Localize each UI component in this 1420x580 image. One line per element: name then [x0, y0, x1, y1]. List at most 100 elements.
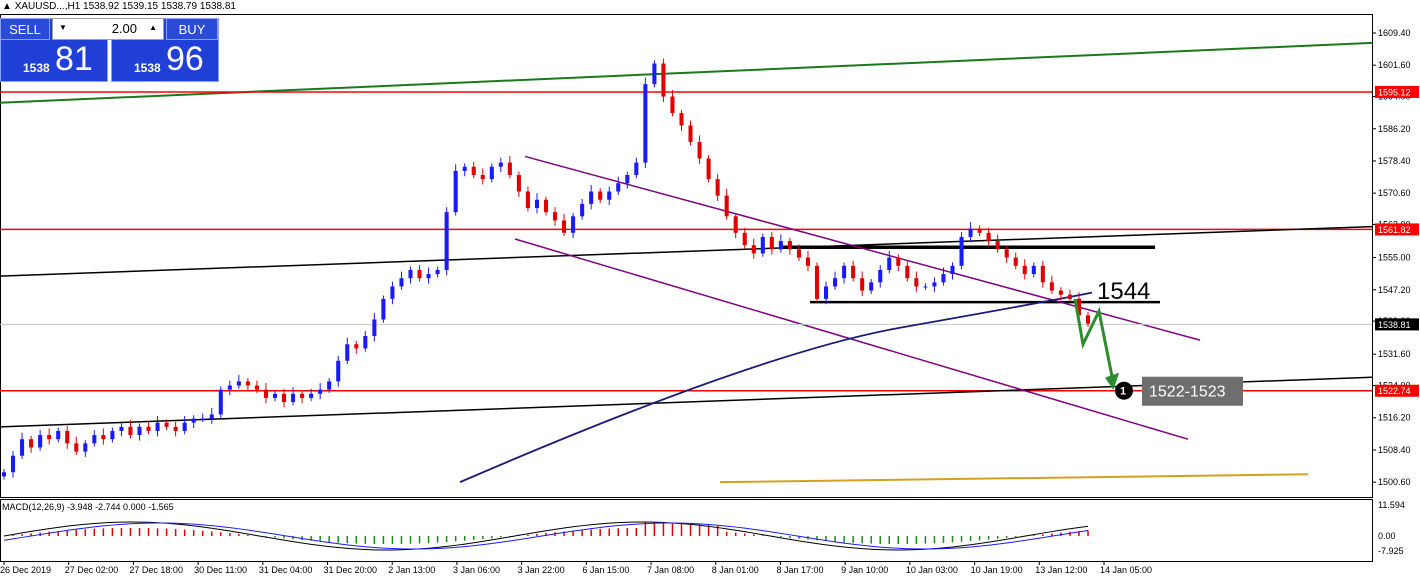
x-tick-label: 13 Jan 12:00	[1035, 565, 1087, 575]
sell-price-big: 81	[55, 40, 93, 78]
candle-body	[83, 443, 88, 452]
candle-body	[381, 298, 386, 320]
candle-body	[209, 414, 214, 419]
x-tick-label: 6 Jan 15:00	[582, 565, 629, 575]
candle-body	[480, 175, 485, 180]
y-tick-label: 1578.40	[1378, 156, 1411, 166]
gold-ma-line[interactable]	[719, 473, 1309, 484]
candle-body	[11, 455, 16, 473]
candle-body	[543, 199, 549, 213]
candle-body	[824, 286, 829, 299]
candle-body	[851, 265, 856, 279]
candle-body	[652, 63, 657, 85]
buy-button[interactable]: BUY	[166, 18, 218, 40]
black-trendline-upper[interactable]	[0, 225, 1373, 277]
price-label-box	[1375, 318, 1419, 331]
price-label-box	[1375, 85, 1419, 98]
y-tick-label: 1570.60	[1378, 188, 1411, 198]
candle-body	[661, 63, 666, 97]
candle-body	[977, 228, 982, 233]
candle-body	[814, 265, 820, 299]
price-label-box	[1375, 384, 1419, 397]
candle-body	[941, 274, 946, 283]
y-tick-label: 1609.40	[1378, 28, 1411, 38]
candle-body	[742, 232, 747, 246]
target-label: 1522-1523	[1149, 384, 1226, 401]
target-marker-icon	[1115, 381, 1133, 400]
buy-price-small: 1538	[134, 61, 161, 75]
candle-body	[1031, 265, 1036, 275]
candle-body	[29, 439, 34, 448]
candle-body	[589, 191, 594, 204]
macd-signal-line	[3, 522, 1089, 550]
candle-body	[842, 265, 847, 279]
moving-average-curve[interactable]	[459, 291, 1093, 483]
x-tick-label: 10 Jan 19:00	[971, 565, 1023, 575]
candle-body	[65, 430, 70, 444]
candle-body	[444, 212, 449, 270]
candle-body	[986, 232, 991, 242]
candle-body	[119, 426, 124, 431]
candle-body	[327, 381, 332, 390]
candle-body	[688, 125, 693, 142]
candle-body	[968, 228, 973, 237]
candle-body	[462, 166, 467, 171]
chevron-down-icon[interactable]: ▼	[59, 23, 67, 32]
candle-body	[345, 344, 350, 361]
candle-body	[164, 422, 169, 427]
candle-body	[697, 141, 702, 159]
candle-body	[92, 435, 97, 444]
candle-body	[787, 241, 792, 250]
candle-body	[625, 175, 630, 184]
candle-body	[218, 389, 223, 415]
macd-tick-label: 0.00	[1378, 531, 1396, 541]
candle-body	[833, 278, 838, 287]
candle-body	[1013, 257, 1018, 266]
candle-body	[724, 195, 729, 217]
candle-body	[471, 166, 476, 175]
x-tick-label: 31 Dec 20:00	[324, 565, 378, 575]
green-forecast-arrow	[1073, 298, 1115, 382]
green-trendline[interactable]	[0, 41, 1373, 104]
candle-body	[263, 389, 268, 398]
candle-body	[598, 191, 603, 200]
candle-body	[1, 472, 7, 477]
candle-body	[1004, 249, 1009, 258]
candle-body	[1058, 290, 1063, 295]
x-tick-label: 27 Dec 02:00	[65, 565, 119, 575]
y-tick-label: 1601.60	[1378, 60, 1411, 70]
candle-body	[760, 236, 765, 254]
candle-body	[56, 430, 61, 440]
candle-body	[173, 426, 178, 431]
candle-body	[47, 435, 52, 440]
purple-channel-upper[interactable]	[524, 155, 1201, 341]
candle-body	[399, 278, 404, 287]
candle-body	[860, 278, 865, 291]
chevron-up-icon[interactable]: ▲	[149, 23, 157, 32]
candle-body	[562, 220, 567, 233]
level-1544-label: 1544	[1097, 278, 1150, 305]
candle-body	[20, 439, 25, 456]
x-tick-label: 3 Jan 22:00	[518, 565, 565, 575]
x-tick-label: 31 Dec 04:00	[259, 565, 313, 575]
x-tick-label: 8 Jan 17:00	[776, 565, 823, 575]
candle-body	[282, 393, 287, 403]
candle-body	[1085, 315, 1091, 324]
candle-body	[516, 175, 521, 192]
candle-body	[155, 422, 160, 431]
candle-body	[715, 179, 720, 196]
candle-body	[932, 282, 937, 287]
sell-button[interactable]: SELL	[0, 18, 50, 40]
candle-body	[950, 265, 955, 275]
lot-size-input[interactable]: ▼ 2.00 ▲	[52, 18, 164, 40]
candle-body	[525, 191, 530, 209]
candle-body	[417, 269, 422, 279]
x-tick-label: 30 Dec 11:00	[194, 565, 247, 575]
plot-frame	[0, 14, 1373, 498]
macd-label: MACD(12,26,9) -3.948 -2.744 0.000 -1.565	[2, 502, 174, 512]
candle-body	[869, 282, 874, 291]
candle-body	[959, 236, 964, 266]
x-tick-label: 14 Jan 05:00	[1100, 565, 1152, 575]
candle-body	[336, 360, 341, 382]
